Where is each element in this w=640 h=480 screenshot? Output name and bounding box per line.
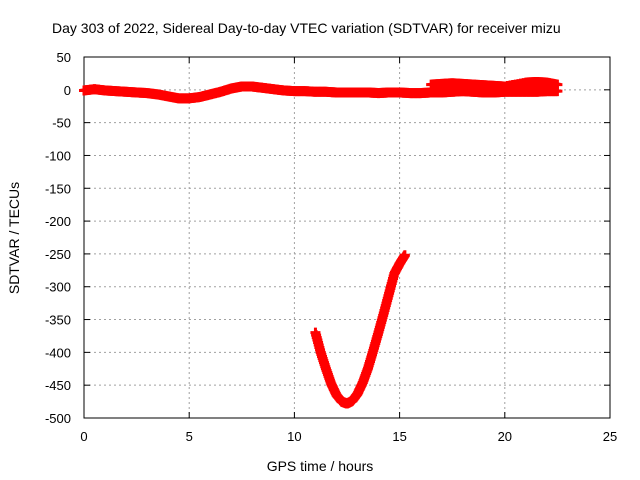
- chart-title: Day 303 of 2022, Sidereal Day-to-day VTE…: [52, 20, 561, 36]
- series-near-zero-arc-2: [426, 76, 563, 92]
- x-tick-label: 20: [498, 429, 512, 444]
- data-point: [399, 250, 410, 261]
- data-point: [552, 79, 563, 90]
- plot-frame: [83, 56, 611, 419]
- x-tick-label: 10: [287, 429, 301, 444]
- y-tick-label: -150: [45, 181, 71, 196]
- y-tick-label: -350: [45, 313, 71, 328]
- y-tick-label: -450: [45, 378, 71, 393]
- y-tick-label: 0: [64, 83, 71, 98]
- series-dip-arc: [310, 250, 410, 409]
- y-tick-label: -250: [45, 247, 71, 262]
- y-tick-label: -500: [45, 411, 71, 426]
- y-tick-label: 50: [57, 50, 71, 65]
- series-near-zero-arc: [79, 81, 563, 104]
- y-tick-label: -400: [45, 345, 71, 360]
- x-tick-label: 15: [392, 429, 406, 444]
- x-tick-label: 0: [80, 429, 87, 444]
- x-tick-label: 25: [603, 429, 617, 444]
- x-axis-label: GPS time / hours: [266, 458, 374, 474]
- x-tick-label: 5: [186, 429, 193, 444]
- y-tick-label: -50: [52, 116, 71, 131]
- y-tick-label: -200: [45, 214, 71, 229]
- y-tick-label: -100: [45, 148, 71, 163]
- y-tick-label: -300: [45, 280, 71, 295]
